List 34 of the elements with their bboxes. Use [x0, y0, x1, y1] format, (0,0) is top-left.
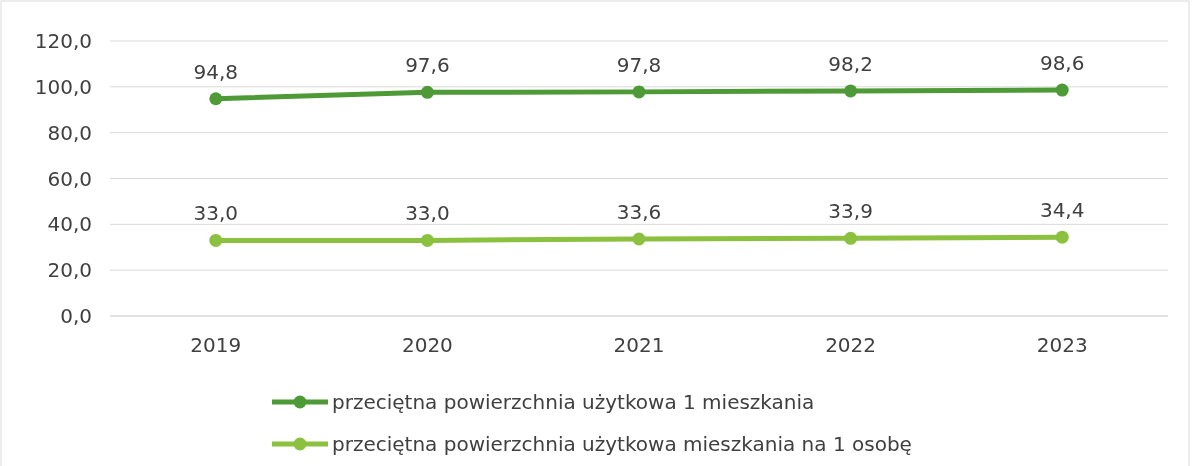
data-label: 98,2: [828, 51, 873, 76]
x-tick-label: 2019: [190, 333, 242, 357]
data-label: 33,6: [616, 200, 662, 224]
data-label: 97,8: [616, 52, 662, 77]
data-label: 33,0: [405, 201, 450, 226]
y-tick-label: 120,0: [34, 29, 92, 53]
data-label: 98,6: [1039, 51, 1085, 76]
point: [420, 85, 434, 99]
data-label: 33,0: [193, 201, 239, 226]
legend-label: przeciętna powierzchnia użytkowa mieszkania na 1 osobę: [332, 432, 912, 456]
data-label: 34,4: [1039, 198, 1085, 223]
point: [632, 85, 646, 99]
legend-label: przeciętna powierzchnia użytkowa 1 mieszkania: [332, 390, 815, 414]
point: [209, 233, 223, 247]
point: [1055, 83, 1069, 97]
data-label: 94,8: [193, 59, 239, 84]
y-tick-label: 0,0: [60, 304, 92, 328]
x-tick-label: 2022: [825, 333, 877, 357]
x-tick-label: 2023: [1036, 333, 1088, 357]
data-label: 33,9: [828, 199, 873, 224]
data-label: 97,6: [405, 53, 450, 78]
y-tick-label: 80,0: [47, 120, 92, 145]
point: [1055, 230, 1069, 244]
y-tick-label: 40,0: [47, 212, 92, 237]
y-tick-label: 20,0: [47, 258, 92, 283]
x-tick-label: 2021: [613, 333, 665, 357]
point: [209, 92, 223, 106]
y-tick-label: 100,0: [34, 74, 92, 99]
y-tick-label: 60,0: [47, 166, 92, 191]
point: [632, 232, 646, 246]
point: [844, 84, 858, 98]
x-tick-label: 2020: [401, 333, 453, 357]
point: [420, 233, 434, 247]
point: [844, 231, 858, 245]
